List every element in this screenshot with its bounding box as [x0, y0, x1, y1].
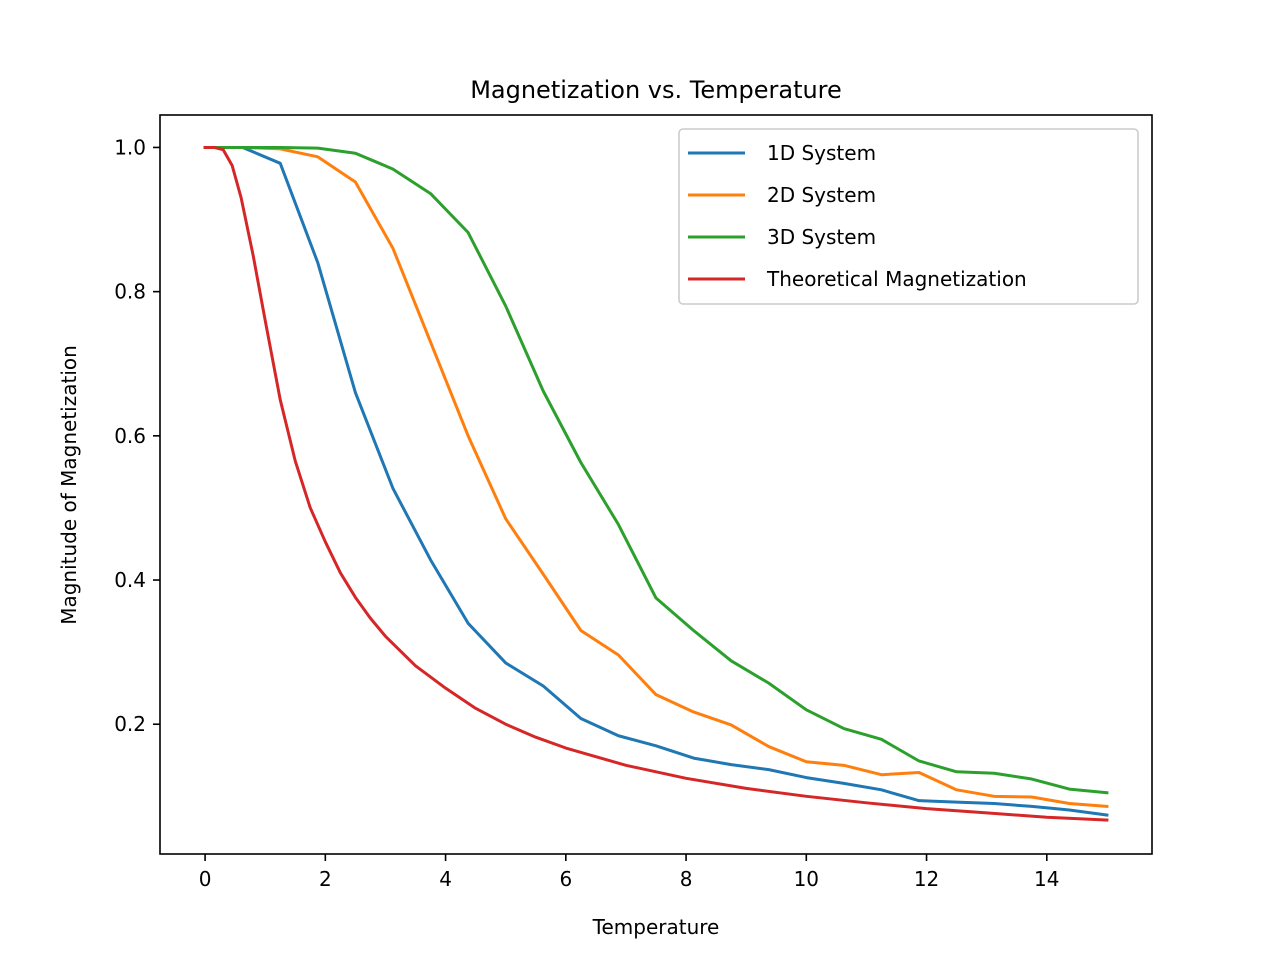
series-line-1 — [203, 145, 1109, 817]
plot-frame — [159, 114, 1153, 855]
legend-label: 2D System — [767, 183, 876, 207]
x-tick-label: 2 — [319, 867, 332, 891]
chart-title: Magnetization vs. Temperature — [470, 76, 842, 104]
y-tick-label: 1.0 — [114, 135, 146, 159]
x-tick-label: 14 — [1034, 867, 1059, 891]
x-tick-label: 6 — [559, 867, 572, 891]
x-tick-label: 0 — [199, 867, 212, 891]
x-tick-label: 12 — [914, 867, 939, 891]
plot-area — [159, 114, 1153, 855]
y-axis-label: Magnitude of Magnetization — [57, 345, 81, 625]
x-axis: 0 2 4 6 8 10 12 14 — [199, 854, 1060, 891]
legend-box — [678, 128, 1139, 305]
y-tick-label: 0.8 — [114, 280, 146, 304]
y-axis: 0.2 0.4 0.6 0.8 1.0 — [114, 135, 160, 736]
legend-label: 1D System — [767, 141, 876, 165]
legend-label: Theoretical Magnetization — [766, 267, 1027, 291]
series-line-2 — [203, 145, 1109, 809]
legend: 1D System 2D System 3D System Theoretical M… — [678, 128, 1139, 305]
x-tick-label: 8 — [680, 867, 693, 891]
y-tick-label: 0.4 — [114, 568, 146, 592]
x-tick-label: 10 — [794, 867, 819, 891]
x-tick-label: 4 — [439, 867, 452, 891]
legend-label: 3D System — [767, 225, 876, 249]
series-layer — [203, 145, 1109, 822]
series-line-3 — [203, 145, 1109, 795]
series-line-4 — [203, 145, 1109, 822]
y-tick-label: 0.2 — [114, 712, 146, 736]
y-tick-label: 0.6 — [114, 424, 146, 448]
x-axis-label: Temperature — [592, 915, 720, 939]
